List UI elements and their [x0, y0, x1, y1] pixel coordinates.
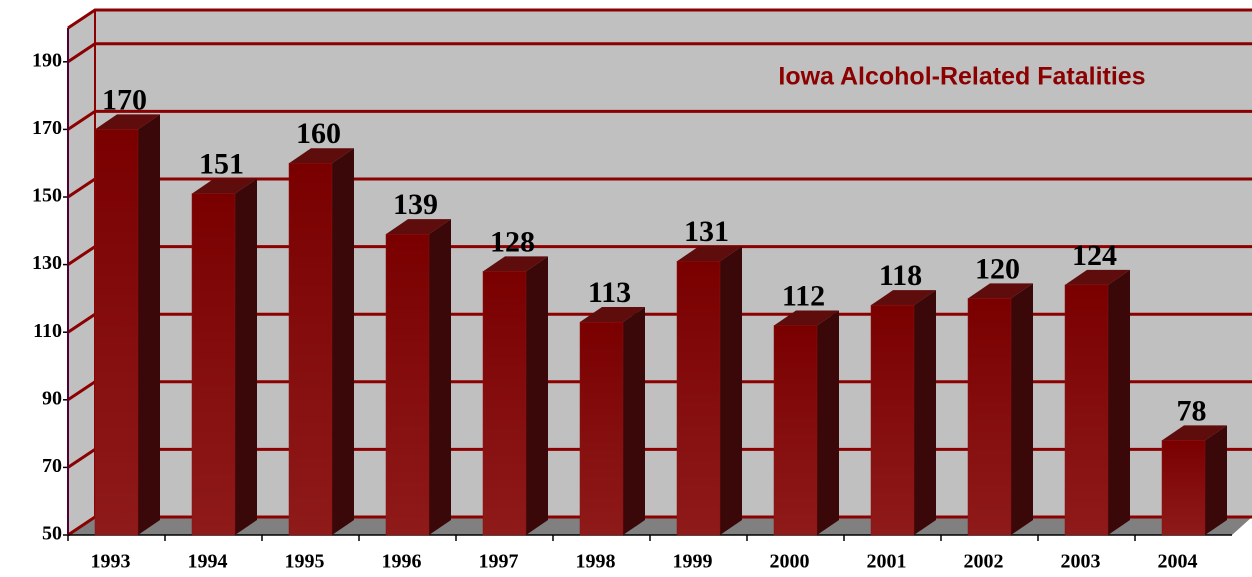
x-tick-label: 1998	[576, 551, 616, 573]
bar-side	[623, 307, 645, 535]
bar-top	[192, 178, 257, 194]
bar-top	[580, 307, 645, 323]
data-label: 151	[199, 148, 244, 181]
x-tick-label: 2002	[964, 551, 1004, 573]
bar-top	[483, 256, 548, 272]
y-tick-label: 170	[32, 117, 62, 139]
bar-side	[526, 256, 548, 535]
x-tick-label: 2004	[1158, 551, 1198, 573]
x-tick-label: 1994	[188, 551, 228, 573]
data-label: 124	[1072, 239, 1117, 272]
x-tick-label: 1996	[382, 551, 422, 573]
bar	[1064, 284, 1109, 536]
y-tick-label: 150	[32, 185, 62, 207]
x-tick-label: 1999	[673, 551, 713, 573]
bar-top	[1162, 425, 1227, 441]
bar	[1161, 440, 1206, 536]
bar	[482, 271, 527, 536]
bar-top	[289, 148, 354, 164]
data-label: 118	[879, 259, 922, 292]
y-tick-label: 190	[32, 49, 62, 71]
y-tick-label: 70	[42, 455, 62, 477]
x-tick-label: 2000	[770, 551, 810, 573]
back-wall	[95, 10, 1252, 517]
data-label: 113	[588, 276, 631, 309]
grid-line	[67, 42, 1252, 64]
bar-top	[871, 290, 936, 306]
y-tick-label: 130	[32, 252, 62, 274]
data-label: 139	[393, 188, 438, 221]
data-label: 170	[102, 83, 147, 116]
bar-side	[914, 290, 936, 535]
x-tick-label: 1993	[91, 551, 131, 573]
floor	[68, 517, 1252, 535]
bar	[191, 193, 236, 536]
bar-side	[138, 114, 160, 536]
x-tick-label: 2003	[1061, 551, 1101, 573]
bar	[967, 298, 1012, 536]
x-tick-label: 2001	[867, 551, 907, 573]
grid-line	[67, 109, 1252, 131]
bar	[870, 304, 915, 536]
bar-top	[968, 283, 1033, 299]
x-tick-label: 1997	[479, 551, 519, 573]
bar-top	[677, 246, 742, 262]
bar-side	[1011, 283, 1033, 535]
data-label: 128	[490, 225, 535, 258]
y-tick-label: 110	[33, 320, 62, 342]
y-tick-label: 90	[42, 387, 62, 409]
data-label: 78	[1177, 394, 1207, 427]
bar-side	[332, 148, 354, 535]
bar-top	[774, 310, 839, 326]
bar-side	[720, 246, 742, 535]
bar	[676, 260, 721, 536]
bar-side	[817, 310, 839, 535]
data-label: 131	[684, 215, 729, 248]
bar-top	[95, 114, 160, 130]
bar	[773, 325, 818, 536]
bar	[385, 233, 430, 536]
data-label: 112	[782, 279, 825, 312]
chart-title: Iowa Alcohol-Related Fatalities	[778, 63, 1145, 91]
bar-side	[1205, 425, 1227, 535]
bar-side	[235, 178, 257, 535]
x-tick-label: 1995	[285, 551, 325, 573]
bar	[94, 129, 139, 536]
data-label: 120	[975, 252, 1020, 285]
bar-side	[1108, 269, 1130, 535]
bar-top	[1065, 269, 1130, 285]
y-tick-label: 50	[42, 523, 62, 545]
bar-top	[386, 219, 451, 235]
bar	[288, 162, 333, 536]
data-label: 160	[296, 117, 341, 150]
bar-side	[429, 219, 451, 535]
left-wall	[68, 10, 95, 535]
bar	[579, 321, 624, 536]
